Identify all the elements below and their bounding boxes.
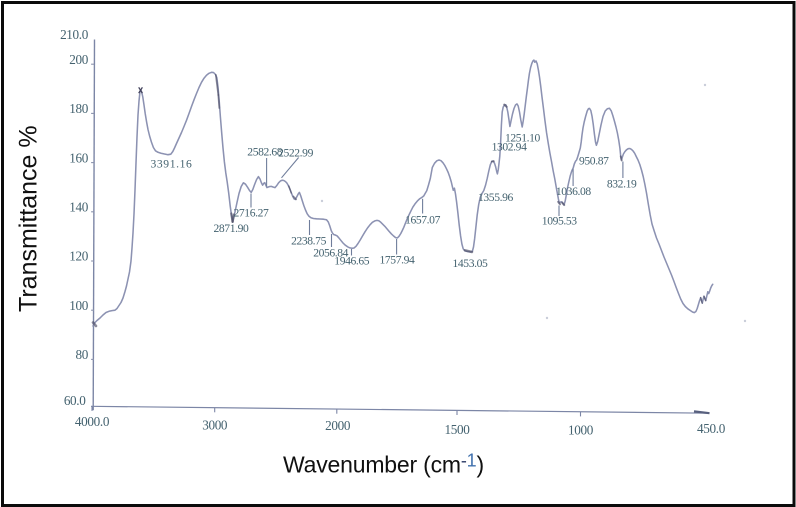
- svg-text:1036.08: 1036.08: [556, 185, 591, 198]
- svg-text:160: 160: [69, 150, 88, 165]
- svg-text:200: 200: [69, 52, 88, 67]
- svg-text:210.0: 210.0: [60, 27, 89, 42]
- svg-text:832.19: 832.19: [607, 178, 637, 191]
- svg-text:950.87: 950.87: [579, 155, 609, 168]
- svg-text:2582.68: 2582.68: [247, 146, 282, 159]
- svg-text:450.0: 450.0: [697, 421, 726, 436]
- svg-text:2522.99: 2522.99: [278, 146, 313, 159]
- svg-text:80: 80: [76, 347, 89, 362]
- svg-text:1095.53: 1095.53: [542, 215, 577, 228]
- svg-text:2238.75: 2238.75: [291, 234, 326, 247]
- svg-text:3000: 3000: [202, 418, 228, 433]
- svg-text:1251.10: 1251.10: [505, 132, 540, 145]
- svg-text:1500: 1500: [445, 422, 471, 437]
- svg-text:3391.16: 3391.16: [151, 158, 193, 171]
- svg-text:1302.94: 1302.94: [492, 141, 527, 154]
- svg-text:120: 120: [69, 249, 88, 264]
- svg-text:1757.94: 1757.94: [380, 254, 415, 267]
- svg-text:140: 140: [69, 200, 88, 215]
- svg-text:Wavenumber (cm-1): Wavenumber (cm-1): [283, 451, 484, 478]
- svg-text:2000: 2000: [325, 418, 351, 433]
- svg-text:2716.27: 2716.27: [234, 207, 269, 220]
- svg-text:1657.07: 1657.07: [405, 213, 440, 226]
- svg-text:4000.0: 4000.0: [75, 414, 110, 429]
- svg-text:1355.96: 1355.96: [478, 191, 513, 204]
- svg-text:2871.90: 2871.90: [214, 222, 249, 235]
- svg-text:Transmittance %: Transmittance %: [15, 125, 43, 312]
- svg-text:100: 100: [69, 298, 88, 313]
- svg-text:180: 180: [69, 101, 88, 116]
- svg-text:2056.84: 2056.84: [313, 247, 348, 260]
- svg-text:1946.65: 1946.65: [334, 255, 369, 268]
- svg-text:1453.05: 1453.05: [453, 257, 488, 270]
- svg-text:60.0: 60.0: [64, 393, 86, 408]
- svg-text:1000: 1000: [568, 422, 594, 437]
